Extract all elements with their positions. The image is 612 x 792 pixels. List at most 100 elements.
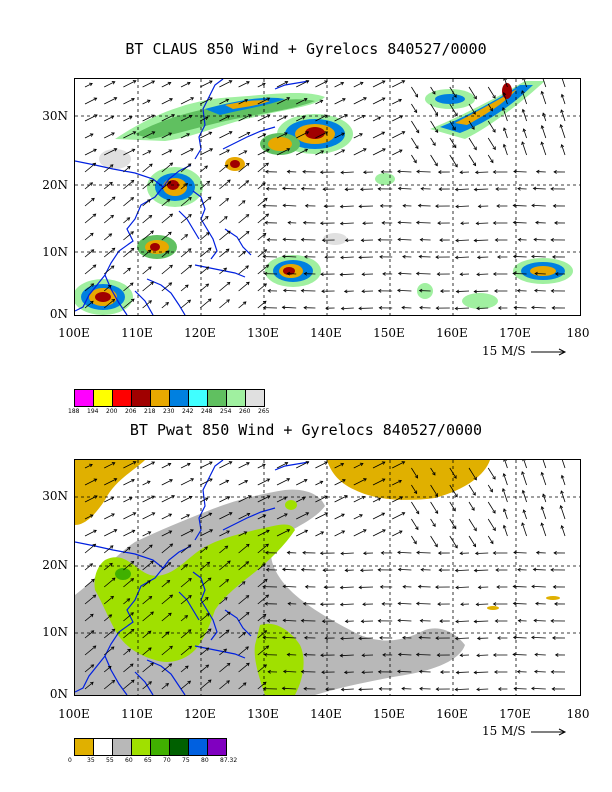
- wind-arrow: [531, 255, 546, 258]
- wind-arrow-head: [320, 531, 325, 535]
- wind-arrow: [219, 179, 231, 190]
- wind-arrow: [161, 663, 172, 673]
- wind-arrow-head: [434, 162, 438, 167]
- wind-arrow: [180, 264, 192, 275]
- wind-arrow-head: [460, 221, 464, 226]
- wind-arrow-head: [492, 221, 497, 225]
- wind-arrow-head: [362, 529, 367, 533]
- wind-arrow: [276, 462, 288, 469]
- wind-arrow: [103, 164, 114, 173]
- wind-arrow-head: [325, 306, 329, 311]
- colorbar-swatch: [246, 390, 264, 406]
- wind-arrow-head: [319, 221, 324, 226]
- wind-arrow-head: [381, 602, 385, 606]
- wind-arrow-head: [265, 543, 269, 548]
- wind-arrow-head: [402, 584, 406, 589]
- wind-arrow-head: [324, 255, 328, 260]
- wind-arrow: [449, 154, 458, 168]
- wind-arrow: [523, 460, 527, 469]
- wind-arrow-head: [531, 584, 535, 589]
- wind-arrow-head: [262, 182, 266, 186]
- wind-arrow: [411, 86, 418, 98]
- wind-arrow: [219, 579, 229, 588]
- wind-arrow: [142, 150, 151, 156]
- wind-arrow-head: [472, 492, 476, 496]
- wind-arrow-head: [148, 681, 152, 685]
- wind-arrow: [503, 144, 508, 156]
- wind-arrow: [416, 273, 431, 275]
- wind-arrow-head: [89, 563, 94, 567]
- wind-arrow-head: [379, 635, 383, 640]
- wind-arrow-head: [471, 126, 475, 130]
- wind-arrow: [504, 79, 508, 88]
- wind-arrow-head: [226, 611, 231, 616]
- wind-arrow-head: [131, 478, 135, 483]
- wind-arrow-head: [266, 495, 271, 499]
- x-tick-160e: 160E: [436, 707, 468, 721]
- wind-arrow-head: [503, 127, 507, 131]
- wind-arrow: [397, 551, 412, 554]
- wind-arrow-head: [435, 306, 440, 310]
- wind-arrow: [449, 120, 456, 131]
- wind-arrow-head: [396, 669, 401, 674]
- wind-arrow-head: [287, 601, 291, 606]
- wind-arrow: [503, 525, 508, 537]
- wind-arrow-head: [151, 131, 156, 135]
- wind-arrow-head: [283, 115, 288, 120]
- wind-arrow-head: [131, 97, 135, 102]
- wind-arrow: [257, 495, 270, 503]
- wind-arrow-head: [440, 289, 444, 293]
- wind-arrow: [123, 529, 135, 537]
- wind-arrow: [416, 603, 431, 605]
- wind-arrow: [84, 249, 94, 258]
- wind-arrow-head: [286, 97, 291, 101]
- grid-lines: [75, 79, 580, 315]
- wind-arrow-head: [166, 579, 171, 584]
- wind-arrow: [238, 265, 249, 275]
- wind-arrow-head: [89, 82, 93, 87]
- wind-arrow-head: [245, 543, 250, 548]
- wind-arrow-head: [474, 170, 479, 175]
- wind-arrow-head: [265, 594, 270, 599]
- wind-arrow-head: [150, 560, 154, 565]
- wind-arrow-head: [452, 144, 457, 149]
- wind-arrow-head: [207, 628, 212, 633]
- wind-arrow: [161, 181, 171, 190]
- colorbar-tick-label: 242: [182, 408, 194, 415]
- wind-arrow: [180, 284, 189, 292]
- wind-arrow-head: [397, 169, 401, 174]
- wind-arrow-head: [169, 594, 174, 599]
- wind-arrow-head: [130, 231, 134, 235]
- wind-arrow-head: [399, 115, 404, 119]
- wind-arrow-head: [265, 567, 270, 572]
- wind-arrow: [180, 115, 193, 122]
- wind-arrow-head: [377, 497, 382, 501]
- wind-arrow-head: [243, 150, 248, 154]
- wind-arrow: [84, 613, 94, 622]
- wind-arrow-head: [226, 281, 231, 286]
- wind-arrow: [276, 513, 288, 520]
- wind-arrow: [257, 645, 269, 656]
- wind-arrow: [84, 232, 94, 241]
- wind-arrow-head: [184, 564, 189, 568]
- wind-arrow: [334, 149, 345, 156]
- wind-arrow-head: [148, 595, 153, 600]
- wind-arrow-head: [130, 298, 135, 303]
- wind-arrow-head: [228, 80, 233, 84]
- wind-arrow-head: [185, 665, 189, 670]
- wind-arrow: [560, 124, 566, 139]
- wind-arrow-head: [540, 471, 545, 476]
- wind-arrow-head: [113, 529, 118, 533]
- wind-arrow: [199, 298, 212, 309]
- wind-arrow-head: [359, 462, 364, 467]
- wind-arrow: [142, 199, 151, 207]
- wind-arrow-head: [109, 545, 114, 549]
- wind-arrow-head: [455, 670, 460, 675]
- wind-arrow-head: [551, 306, 556, 310]
- wind-arrow-head: [281, 686, 286, 691]
- wind-arrow-head: [127, 648, 131, 653]
- wind-arrow-head: [363, 97, 367, 101]
- wind-arrow: [282, 636, 297, 639]
- wind-arrow-head: [226, 115, 231, 119]
- wind-arrow: [84, 162, 96, 173]
